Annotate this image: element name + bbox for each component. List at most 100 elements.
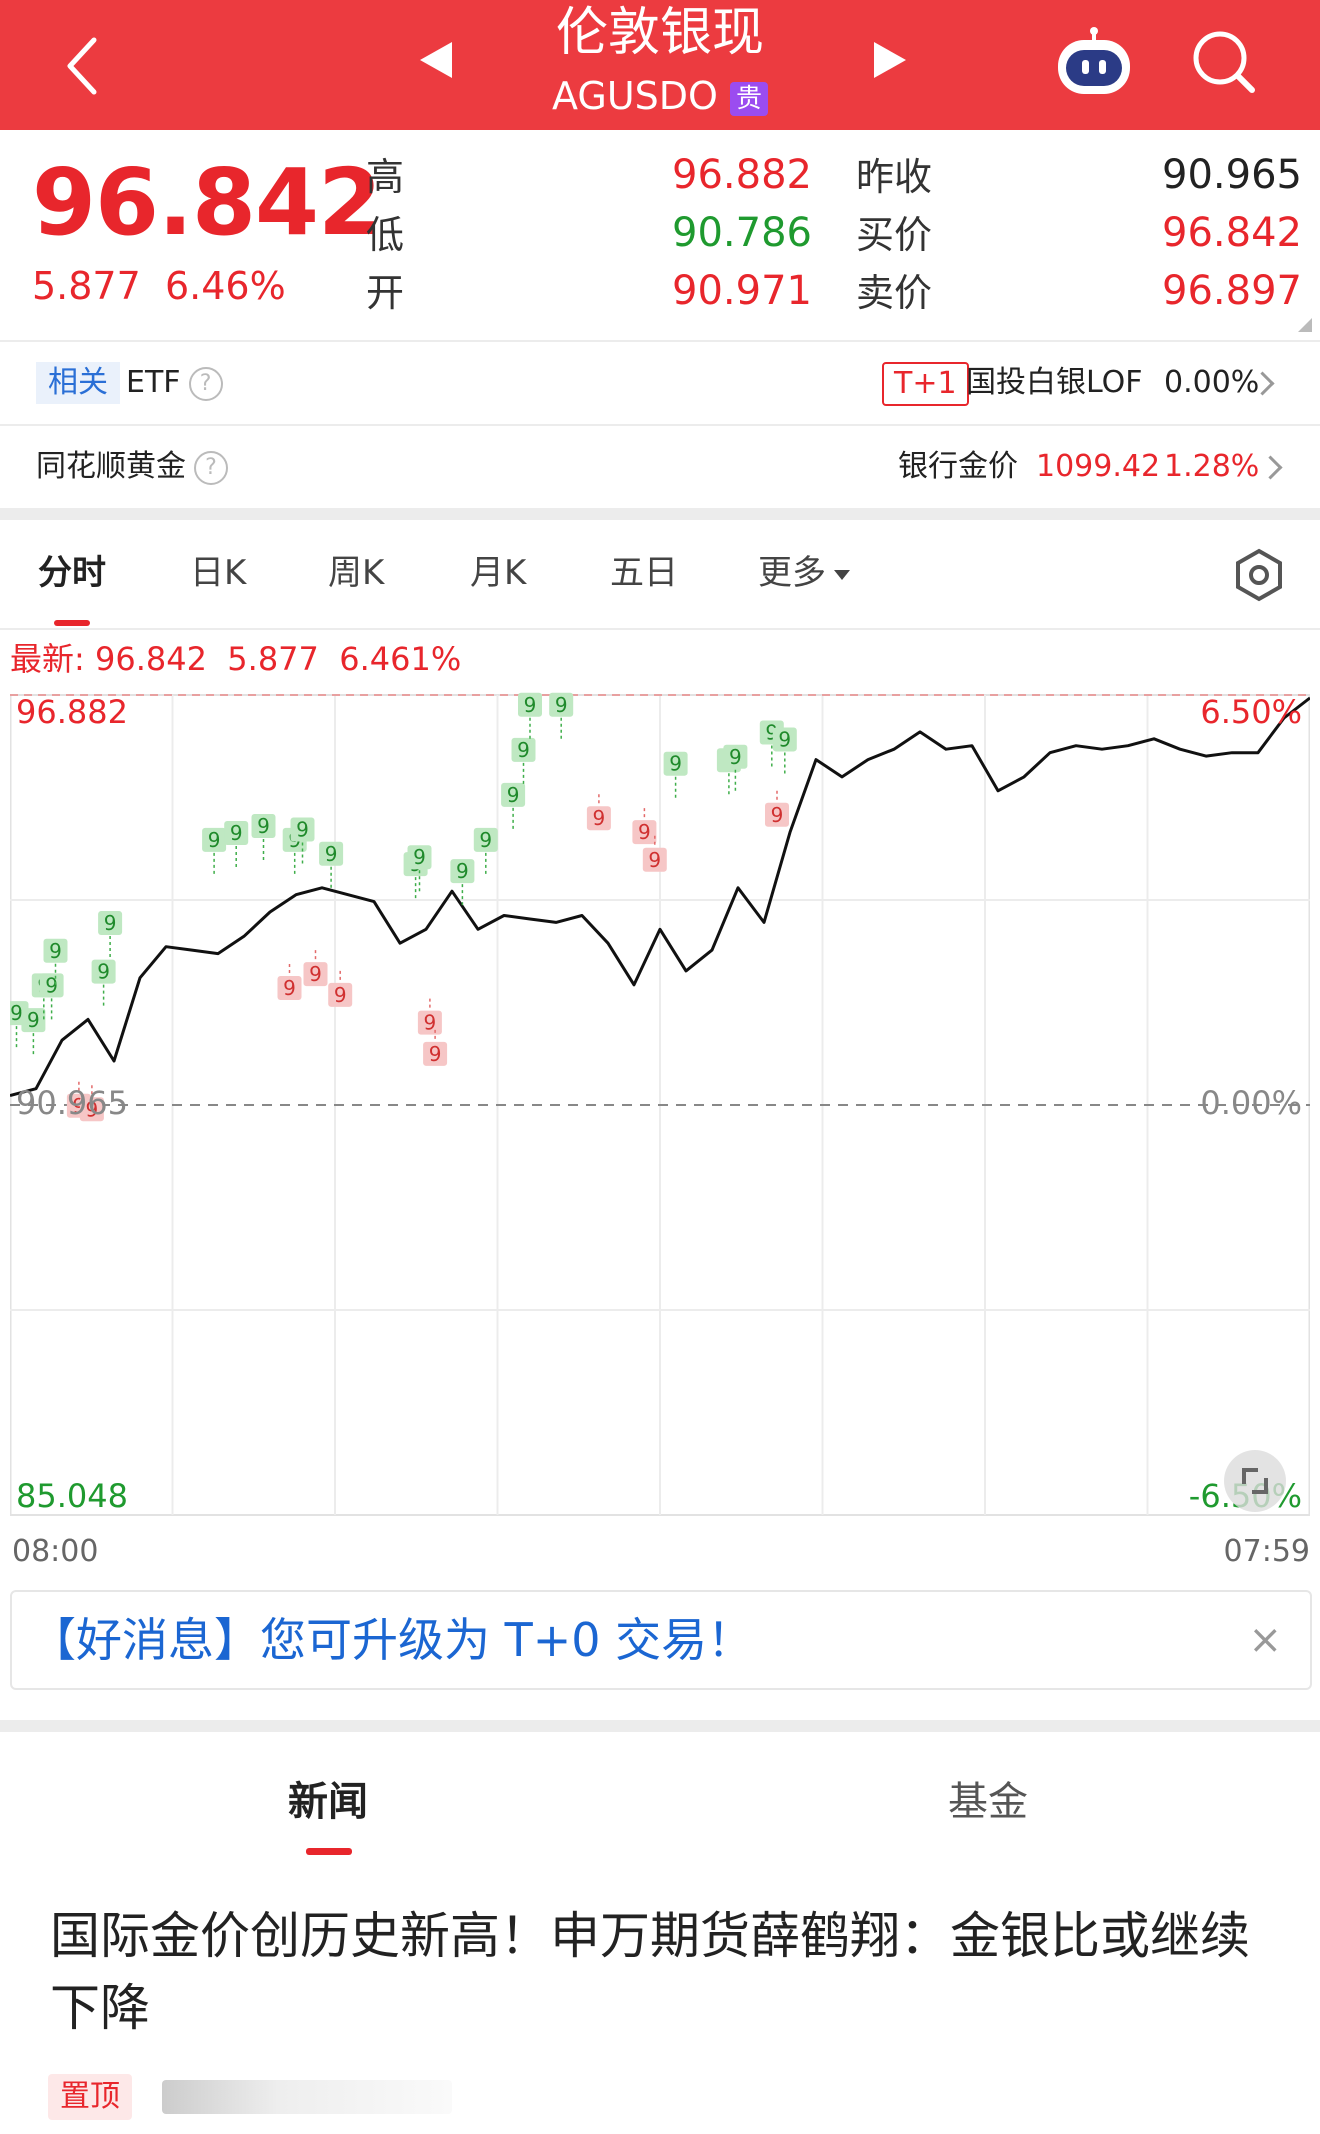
marker-box	[43, 938, 68, 963]
divider	[0, 628, 1320, 630]
marker-box	[450, 859, 475, 884]
bank-gold-label: 银行金价	[898, 449, 1018, 484]
marker-label: 9	[296, 818, 309, 842]
fullscreen-button[interactable]	[1224, 1450, 1286, 1512]
marker-box	[501, 782, 526, 807]
fund-percent: 0.00%	[1164, 365, 1260, 400]
related-row[interactable]: 相关 ETF? T+1 国投白银LOF 0.00%	[0, 342, 1320, 424]
tab-funds[interactable]: 基金	[948, 1779, 1028, 1825]
low-label: 低	[366, 213, 405, 257]
marker-label: 9	[524, 693, 537, 717]
upgrade-banner[interactable]: 【好消息】您可升级为 T+0 交易！ ×	[10, 1590, 1312, 1690]
marker-box	[423, 1041, 448, 1066]
bank-gold-percent: 1.28%	[1164, 449, 1260, 484]
change-percent: 6.46%	[164, 264, 286, 308]
chevron-right-icon[interactable]	[1258, 455, 1283, 480]
caret-down-icon	[834, 569, 850, 580]
tab-five-day[interactable]: 五日	[610, 553, 678, 593]
marker-box	[511, 737, 536, 762]
news-headline[interactable]: 国际金价创历史新高！申万期货薛鹤翔：金银比或继续下降	[50, 1907, 1250, 2037]
marker-box	[91, 959, 116, 984]
marker-label: 9	[456, 859, 469, 883]
instrument-title: 伦敦银现	[555, 3, 764, 63]
open-value: 90.971	[672, 268, 812, 314]
marker-label: 9	[97, 960, 110, 984]
marker-label: 9	[45, 973, 58, 997]
marker-box	[549, 692, 574, 717]
marker-label: 9	[86, 1097, 99, 1121]
expand-corner-icon[interactable]	[1298, 318, 1312, 332]
t1-badge: T+1	[882, 362, 969, 406]
latest-change: 5.877	[227, 640, 319, 678]
search-icon[interactable]	[1190, 28, 1260, 98]
pct-max-label: 6.50%	[1200, 693, 1302, 731]
help-icon[interactable]: ?	[194, 450, 228, 485]
back-icon[interactable]	[62, 36, 102, 96]
marker-box	[663, 751, 688, 776]
marker-label: 9	[104, 911, 117, 935]
price-line	[10, 696, 1310, 1098]
intraday-chart[interactable]: 9999999999999999999999999999999999999	[10, 685, 1310, 1525]
y-mid-label: 90.965	[16, 1084, 128, 1122]
help-icon[interactable]: ?	[188, 366, 223, 401]
x-start-label: 08:00	[12, 1534, 99, 1569]
tab-monthly-k[interactable]: 月K	[470, 553, 527, 593]
prev-close-label: 昨收	[856, 155, 933, 199]
ask-value: 96.897	[1162, 268, 1302, 314]
marker-label: 9	[208, 828, 221, 852]
high-label: 高	[366, 155, 405, 199]
tab-intraday[interactable]: 分时	[38, 553, 106, 593]
marker-box	[632, 820, 657, 845]
active-tab-indicator	[54, 620, 90, 626]
news-tab-indicator	[306, 1848, 352, 1855]
y-max-label: 96.882	[16, 693, 128, 731]
ask-label: 卖价	[856, 271, 933, 315]
marker-label: 9	[669, 752, 682, 776]
marker-box	[277, 975, 302, 1000]
marker-box	[772, 727, 797, 752]
etf-text: ETF	[126, 365, 181, 400]
bank-gold-price: 1099.42	[1036, 449, 1161, 484]
high-value: 96.882	[672, 152, 812, 198]
tab-more[interactable]: 更多	[758, 548, 850, 598]
marker-label: 9	[334, 983, 347, 1007]
settings-icon[interactable]	[1232, 548, 1286, 602]
news-source-blurred	[162, 2080, 452, 2114]
section-gap	[0, 1720, 1320, 1732]
marker-box	[586, 806, 611, 831]
marker-label: 9	[429, 1042, 442, 1066]
bid-value: 96.842	[1162, 210, 1302, 256]
marker-label: 9	[778, 727, 791, 751]
x-end-label: 07:59	[1223, 1534, 1310, 1569]
marker-label: 9	[49, 939, 62, 963]
ths-gold-text: 同花顺黄金	[36, 449, 186, 484]
marker-label: 9	[413, 845, 426, 869]
ths-gold-label[interactable]: 同花顺黄金?	[36, 426, 228, 508]
marker-box	[39, 973, 64, 998]
gold-row[interactable]: 同花顺黄金? 银行金价 1099.42 1.28%	[0, 426, 1320, 508]
prev-instrument-icon[interactable]	[420, 42, 452, 78]
price-change: 5.877 6.46%	[32, 262, 286, 310]
tab-daily-k[interactable]: 日K	[190, 553, 247, 593]
marker-label: 9	[257, 814, 270, 838]
etf-label[interactable]: ETF?	[126, 342, 223, 424]
marker-label: 9	[555, 693, 568, 717]
latest-value: 96.842	[94, 640, 207, 678]
marker-label: 9	[648, 848, 661, 872]
close-icon[interactable]: ×	[1248, 1617, 1282, 1663]
section-gap	[0, 508, 1320, 520]
marker-label: 9	[10, 1001, 23, 1025]
marker-label: 9	[517, 738, 530, 762]
marker-label: 9	[230, 821, 243, 845]
marker-box	[98, 911, 123, 936]
related-tag: 相关	[36, 362, 120, 404]
tab-weekly-k[interactable]: 周K	[328, 553, 385, 593]
marker-box	[765, 802, 789, 827]
marker-label: 9	[507, 783, 520, 807]
next-instrument-icon[interactable]	[874, 42, 906, 78]
tab-more-label: 更多	[758, 553, 826, 593]
marker-box	[79, 1097, 104, 1122]
robot-assistant-icon[interactable]	[1052, 26, 1136, 100]
low-value: 90.786	[672, 210, 812, 256]
tab-news[interactable]: 新闻	[288, 1779, 368, 1825]
